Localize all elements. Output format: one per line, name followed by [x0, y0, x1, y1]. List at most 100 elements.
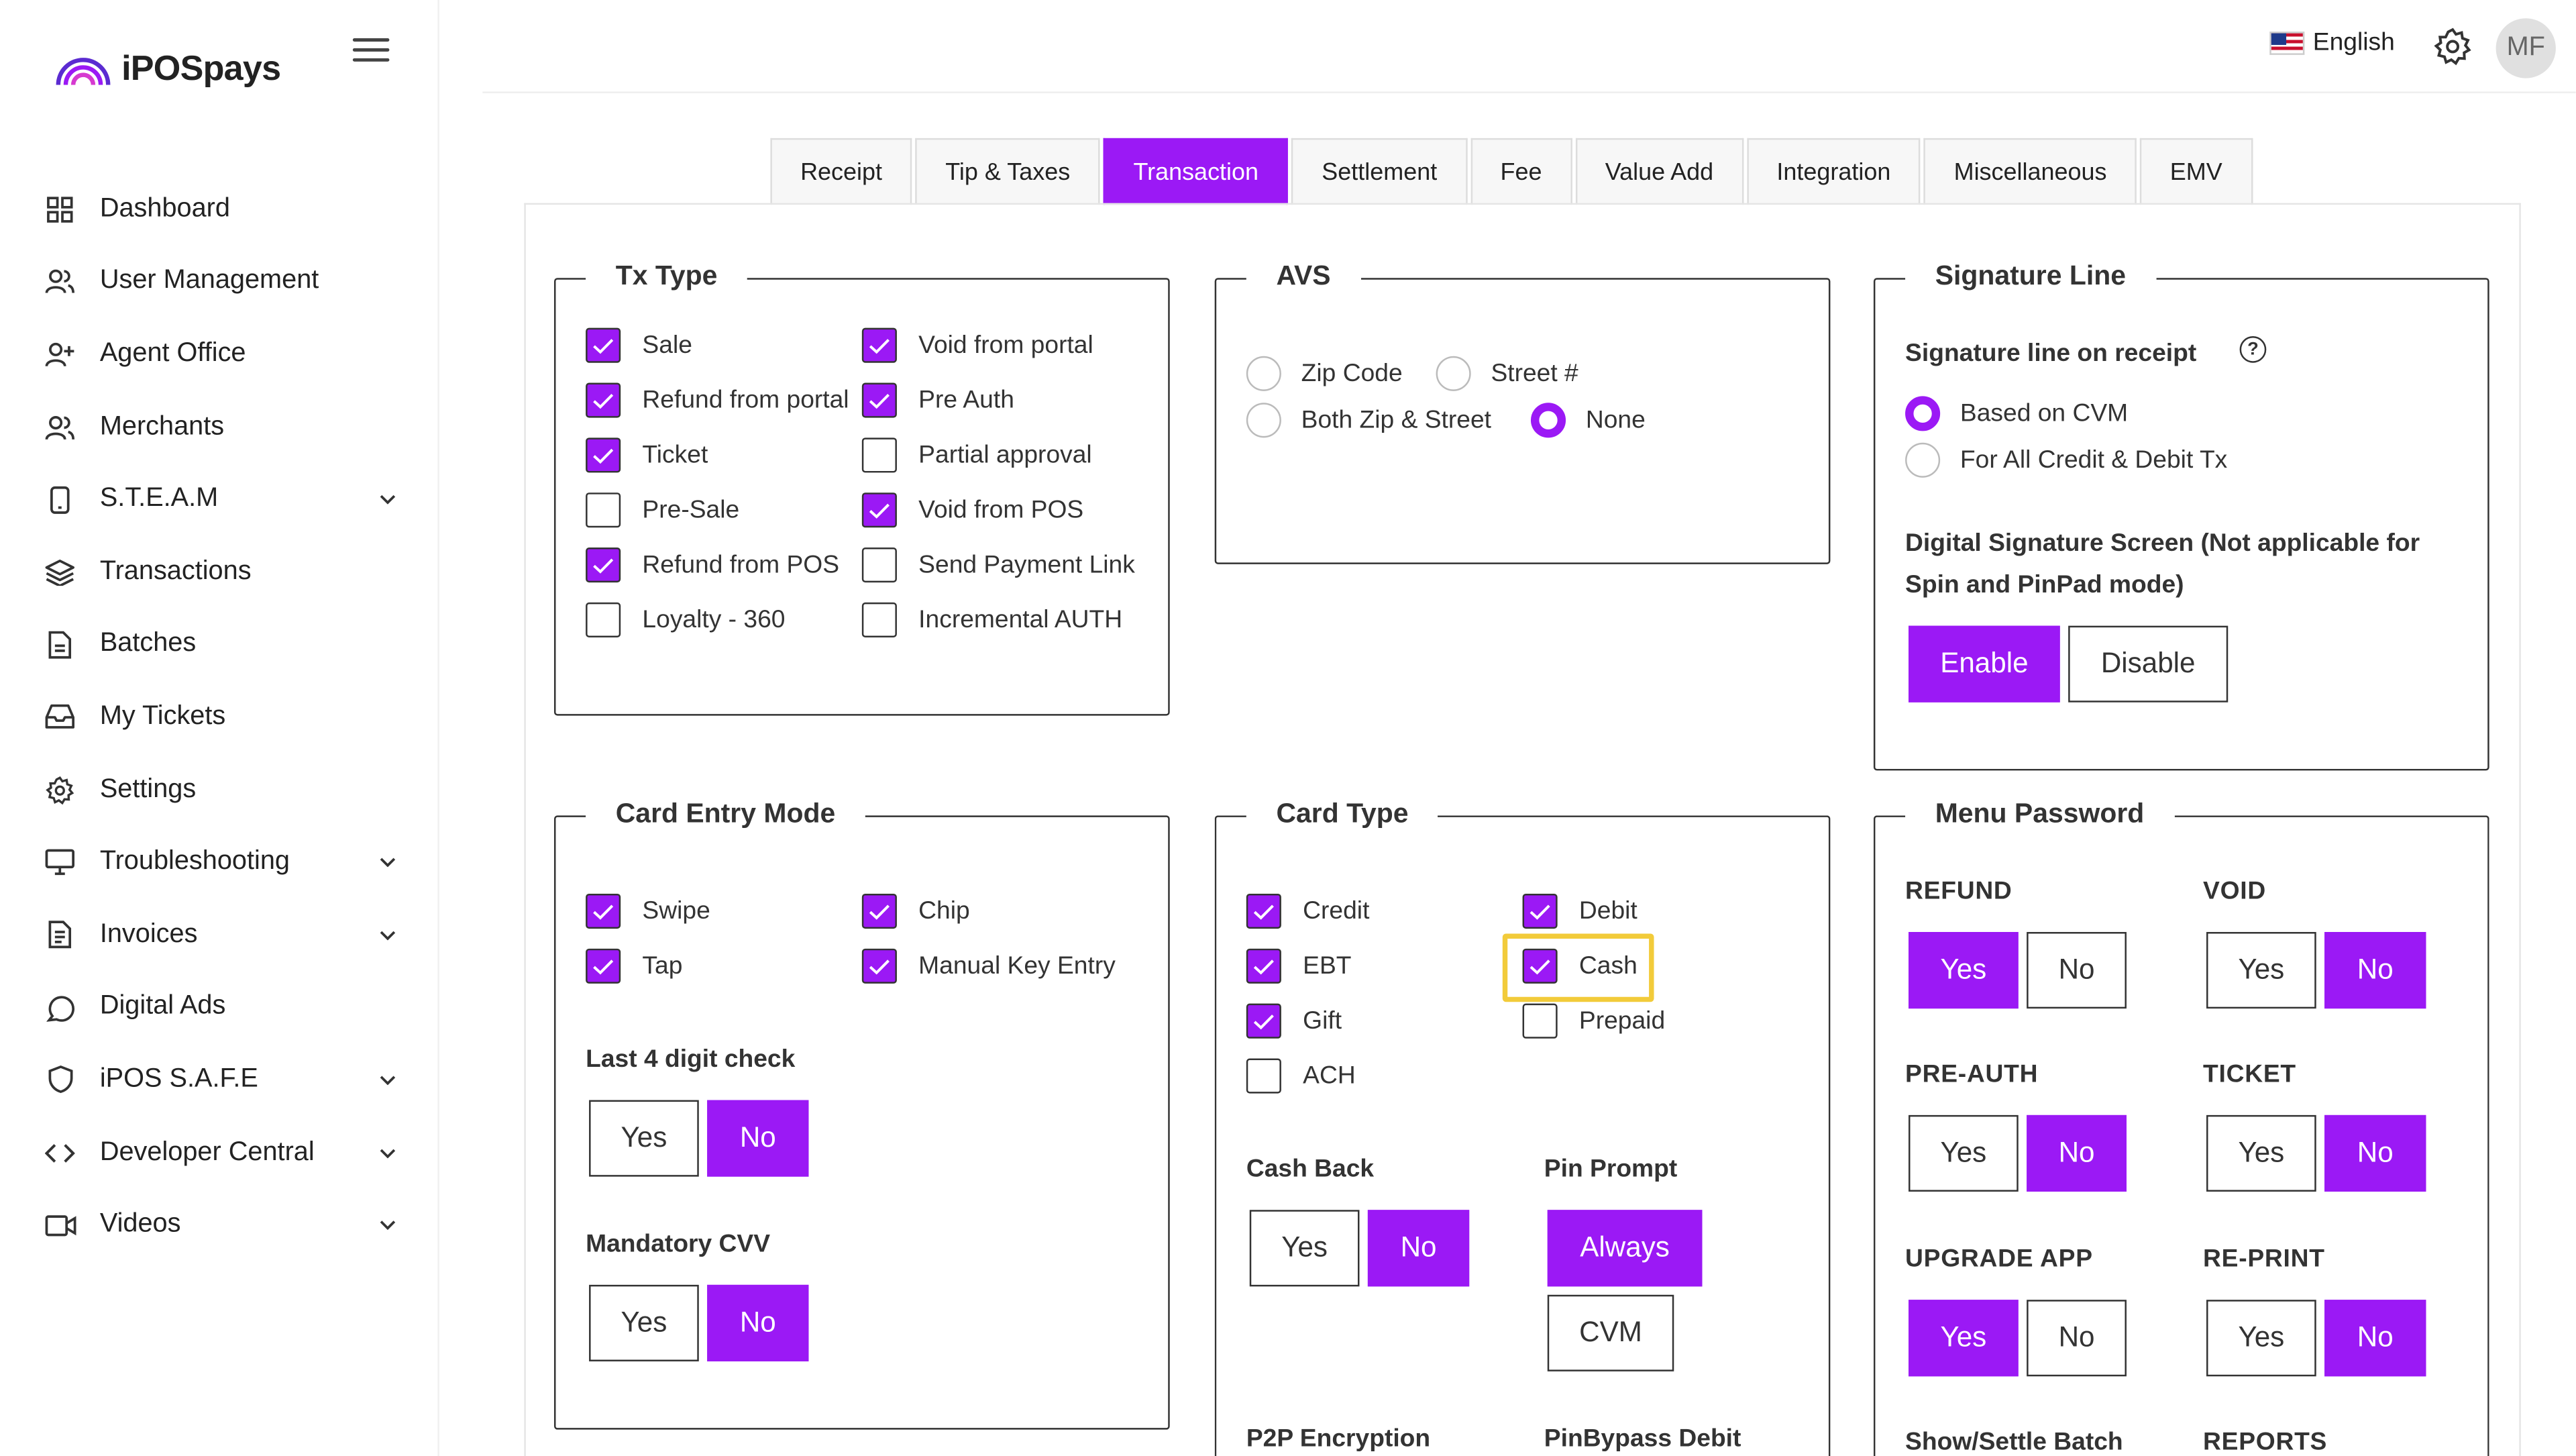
sidebar-item-troubleshooting[interactable]: Troubleshooting: [43, 826, 399, 898]
chevron-down-icon[interactable]: [376, 1213, 400, 1237]
radio-empty-icon[interactable]: [1436, 356, 1471, 391]
checkbox-checked-icon[interactable]: [1522, 893, 1558, 929]
sidebar-item-settings[interactable]: Settings: [43, 753, 399, 826]
radio-selected-icon[interactable]: [1905, 396, 1941, 431]
tab-receipt[interactable]: Receipt: [770, 138, 912, 205]
sidebar-item-videos[interactable]: Videos: [43, 1189, 399, 1261]
checkbox-checked-icon[interactable]: [861, 492, 897, 528]
signature-all-credit-debit-radio[interactable]: For All Credit & Debit Tx: [1905, 442, 2227, 478]
pin-always-button[interactable]: Always: [1547, 1210, 1703, 1287]
enable-button[interactable]: Enable: [1909, 625, 2060, 703]
sidebar-item-user-management[interactable]: User Management: [43, 246, 399, 318]
cvv-no-button[interactable]: No: [707, 1284, 809, 1361]
sidebar-item-agent-office[interactable]: Agent Office: [43, 318, 399, 391]
re-print-no-button[interactable]: No: [2324, 1300, 2426, 1377]
tx-type-incremental-auth-checkbox[interactable]: Incremental AUTH: [861, 602, 1122, 637]
card-entry-manual-checkbox[interactable]: Manual Key Entry: [861, 948, 1116, 984]
card-type-ebt-checkbox[interactable]: EBT: [1246, 948, 1352, 984]
settings-gear-icon[interactable]: [2432, 27, 2473, 75]
checkbox-empty-icon[interactable]: [861, 548, 897, 583]
card-entry-chip-checkbox[interactable]: Chip: [861, 893, 970, 929]
chevron-down-icon[interactable]: [376, 488, 400, 511]
refund-yes-button[interactable]: Yes: [1909, 932, 2019, 1009]
card-type-gift-checkbox[interactable]: Gift: [1246, 1003, 1342, 1039]
brand-logo[interactable]: iPOSpays: [55, 50, 281, 90]
avs-none-radio[interactable]: None: [1530, 403, 1646, 438]
tab-value-add[interactable]: Value Add: [1575, 138, 1743, 205]
tx-type-ticket-checkbox[interactable]: Ticket: [586, 437, 708, 473]
tab-transaction[interactable]: Transaction: [1103, 138, 1289, 205]
disable-button[interactable]: Disable: [2068, 625, 2229, 703]
card-entry-swipe-checkbox[interactable]: Swipe: [586, 893, 710, 929]
radio-selected-icon[interactable]: [1530, 403, 1566, 438]
hamburger-menu-icon[interactable]: [352, 34, 390, 64]
checkbox-checked-icon[interactable]: [1246, 948, 1281, 984]
card-type-debit-checkbox[interactable]: Debit: [1522, 893, 1638, 929]
checkbox-empty-icon[interactable]: [1246, 1058, 1281, 1094]
tab-tip-taxes[interactable]: Tip & Taxes: [915, 138, 1100, 205]
signature-cvm-radio[interactable]: Based on CVM: [1905, 396, 2128, 431]
card-type-cash-checkbox[interactable]: Cash: [1522, 948, 1638, 984]
tab-miscellaneous[interactable]: Miscellaneous: [1923, 138, 2137, 205]
checkbox-empty-icon[interactable]: [586, 492, 621, 528]
upgrade-app-no-button[interactable]: No: [2027, 1300, 2127, 1377]
checkbox-checked-icon[interactable]: [861, 382, 897, 418]
pin-cvm-button[interactable]: CVM: [1547, 1294, 1674, 1371]
sidebar-item-invoices[interactable]: Invoices: [43, 898, 399, 971]
checkbox-checked-icon[interactable]: [861, 948, 897, 984]
ticket-yes-button[interactable]: Yes: [2206, 1114, 2316, 1192]
checkbox-checked-icon[interactable]: [1246, 1003, 1281, 1039]
avs-zip-code-radio[interactable]: Zip Code: [1246, 356, 1403, 391]
tx-type-partial-approval-checkbox[interactable]: Partial approval: [861, 437, 1092, 473]
last4-yes-button[interactable]: Yes: [589, 1100, 699, 1177]
sidebar-item-developer-central[interactable]: Developer Central: [43, 1116, 399, 1189]
checkbox-empty-icon[interactable]: [586, 602, 621, 637]
avatar[interactable]: MF: [2496, 18, 2556, 79]
tab-fee[interactable]: Fee: [1470, 138, 1572, 205]
tab-integration[interactable]: Integration: [1746, 138, 1921, 205]
checkbox-checked-icon[interactable]: [586, 327, 621, 363]
tx-type-refund-portal-checkbox[interactable]: Refund from portal: [586, 382, 849, 418]
card-type-ach-checkbox[interactable]: ACH: [1246, 1058, 1356, 1094]
checkbox-checked-icon[interactable]: [586, 437, 621, 473]
checkbox-checked-icon[interactable]: [586, 548, 621, 583]
sidebar-item-batches[interactable]: Batches: [43, 609, 399, 681]
radio-empty-icon[interactable]: [1905, 442, 1941, 478]
sidebar-item-transactions[interactable]: Transactions: [43, 536, 399, 609]
checkbox-checked-icon[interactable]: [861, 327, 897, 363]
checkbox-checked-icon[interactable]: [586, 382, 621, 418]
cash-back-no-button[interactable]: No: [1367, 1210, 1470, 1287]
tx-type-refund-pos-checkbox[interactable]: Refund from POS: [586, 548, 839, 583]
pre-auth-no-button[interactable]: No: [2027, 1114, 2127, 1192]
chevron-down-icon[interactable]: [376, 923, 400, 947]
radio-empty-icon[interactable]: [1246, 403, 1281, 438]
avs-both-radio[interactable]: Both Zip & Street: [1246, 403, 1491, 438]
tab-settlement[interactable]: Settlement: [1291, 138, 1467, 205]
void-yes-button[interactable]: Yes: [2206, 932, 2316, 1009]
last4-no-button[interactable]: No: [707, 1100, 809, 1177]
sidebar-item-ipos-safe[interactable]: iPOS S.A.F.E: [43, 1044, 399, 1116]
sidebar-item-steam[interactable]: S.T.E.A.M: [43, 463, 399, 535]
radio-empty-icon[interactable]: [1246, 356, 1281, 391]
sidebar-item-dashboard[interactable]: Dashboard: [43, 173, 399, 246]
tx-type-pre-sale-checkbox[interactable]: Pre-Sale: [586, 492, 739, 528]
checkbox-checked-icon[interactable]: [861, 893, 897, 929]
card-type-prepaid-checkbox[interactable]: Prepaid: [1522, 1003, 1665, 1039]
tx-type-loyalty-checkbox[interactable]: Loyalty - 360: [586, 602, 785, 637]
re-print-yes-button[interactable]: Yes: [2206, 1300, 2316, 1377]
language-selector[interactable]: English: [2269, 28, 2395, 56]
refund-no-button[interactable]: No: [2027, 932, 2127, 1009]
checkbox-checked-icon[interactable]: [1522, 948, 1558, 984]
avs-street-radio[interactable]: Street #: [1436, 356, 1578, 391]
checkbox-checked-icon[interactable]: [586, 948, 621, 984]
checkbox-checked-icon[interactable]: [1246, 893, 1281, 929]
tx-type-void-portal-checkbox[interactable]: Void from portal: [861, 327, 1093, 363]
tx-type-send-payment-link-checkbox[interactable]: Send Payment Link: [861, 548, 1135, 583]
tx-type-pre-auth-checkbox[interactable]: Pre Auth: [861, 382, 1014, 418]
sidebar-item-my-tickets[interactable]: My Tickets: [43, 681, 399, 753]
sidebar-item-digital-ads[interactable]: Digital Ads: [43, 971, 399, 1043]
help-icon[interactable]: ?: [2239, 336, 2267, 363]
card-entry-tap-checkbox[interactable]: Tap: [586, 948, 682, 984]
chevron-down-icon[interactable]: [376, 851, 400, 874]
tab-emv[interactable]: EMV: [2140, 138, 2253, 205]
